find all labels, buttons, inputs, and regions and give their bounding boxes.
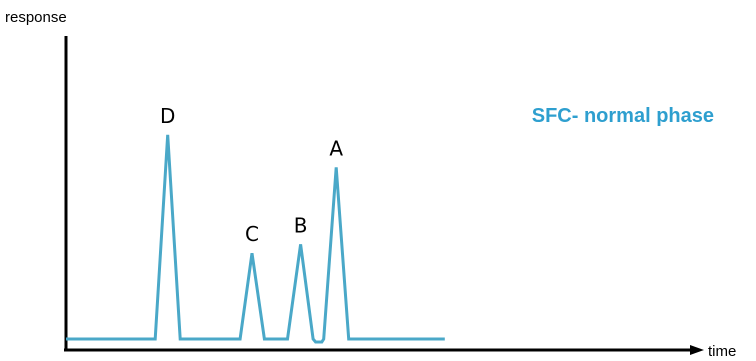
- y-axis-label: response: [5, 9, 67, 26]
- peak-label-c: C: [245, 222, 259, 246]
- series-trace: [66, 134, 445, 344]
- peak-label-d: D: [160, 104, 175, 128]
- peak-label-a: A: [329, 136, 343, 160]
- x-axis-label: time: [708, 343, 736, 360]
- peak-labels: D C B A: [160, 104, 343, 246]
- peak-label-b: B: [294, 213, 308, 237]
- chart-title: SFC- normal phase: [532, 105, 714, 127]
- x-axis-arrowhead: [690, 345, 704, 355]
